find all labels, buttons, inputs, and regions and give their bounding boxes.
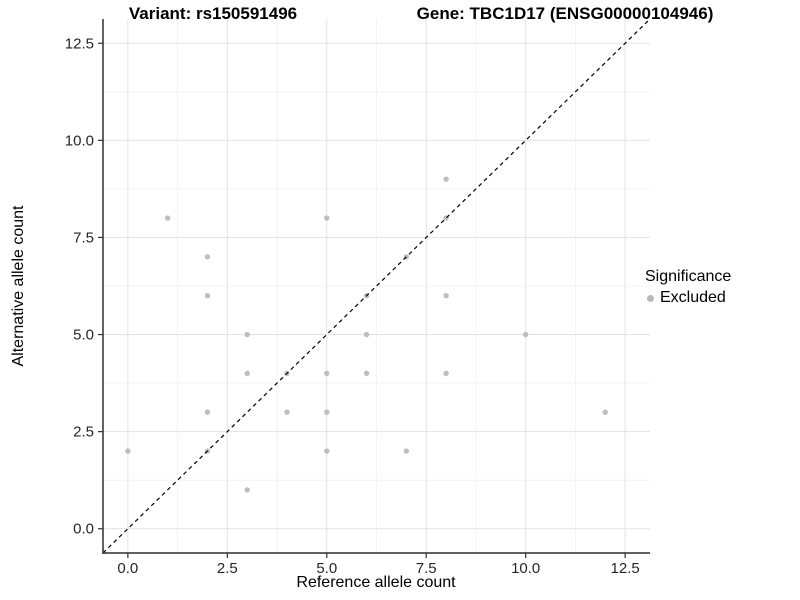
y-tick-label: 2.5 [73,424,94,441]
data-point [403,448,410,454]
data-point [244,370,250,377]
data-point [443,176,449,182]
gene-title: Gene: TBC1D17 (ENSG00000104946) [416,4,714,23]
x-tick-label: 7.5 [416,560,437,577]
axis-lines [102,19,650,554]
x-axis-title: Reference allele count [296,574,456,591]
data-point [125,448,131,454]
data-point [204,293,211,299]
legend-item-label: Excluded [660,289,726,306]
data-point [443,293,449,299]
x-tick-label: 5.0 [316,560,337,577]
legend-title: Significance [645,268,732,285]
y-tick-label: 0.0 [73,521,94,538]
data-point [284,409,290,415]
y-tick-label: 5.0 [73,327,94,344]
y-tick-label: 7.5 [73,229,94,246]
data-point [244,331,250,338]
legend: Significance Excluded [645,268,731,307]
data-point [164,215,171,221]
x-tick-label: 12.5 [611,560,640,577]
x-tick-label: 0.0 [117,560,138,577]
data-point [522,331,529,338]
y-axis-title: Alternative allele count [10,205,27,367]
data-point [204,409,211,415]
legend-point-icon [647,294,654,302]
legend-item-excluded: Excluded [645,289,731,307]
data-point [204,254,211,260]
x-tick-label: 10.0 [511,560,540,577]
data-point [244,487,250,493]
data-point [363,331,370,338]
y-tick-label: 12.5 [65,35,94,52]
tick-labels: 0.0 2.5 5.0 7.5 10.0 12.5 0.0 2.5 5.0 7.5 10.0 12.5 [65,35,640,577]
minor-gridlines [103,19,650,553]
data-point [602,409,608,415]
major-gridlines [103,19,650,553]
data-point [324,448,330,454]
axis-ticks [98,42,626,558]
variant-title: Variant: rs150591496 [128,4,298,23]
data-point [324,409,330,415]
data-point [363,370,370,377]
x-tick-label: 2.5 [217,560,238,577]
y-tick-label: 10.0 [65,132,94,149]
data-point [443,370,449,377]
data-point [324,215,330,221]
data-point [324,370,330,377]
